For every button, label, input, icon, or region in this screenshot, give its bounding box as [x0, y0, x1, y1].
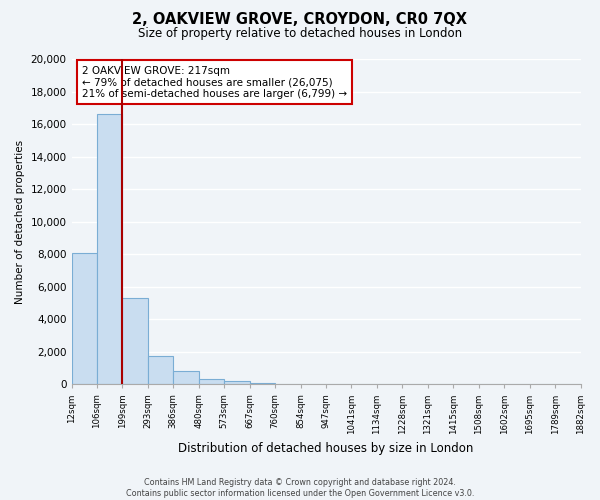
Bar	[224, 381, 250, 384]
Bar	[199, 380, 224, 384]
Bar	[122, 298, 148, 384]
Bar	[148, 356, 173, 384]
X-axis label: Distribution of detached houses by size in London: Distribution of detached houses by size …	[178, 442, 474, 455]
Bar	[173, 372, 199, 384]
Y-axis label: Number of detached properties: Number of detached properties	[15, 140, 25, 304]
Text: Contains HM Land Registry data © Crown copyright and database right 2024.
Contai: Contains HM Land Registry data © Crown c…	[126, 478, 474, 498]
Text: 2 OAKVIEW GROVE: 217sqm
← 79% of detached houses are smaller (26,075)
21% of sem: 2 OAKVIEW GROVE: 217sqm ← 79% of detache…	[82, 66, 347, 98]
Bar	[250, 382, 275, 384]
Text: 2, OAKVIEW GROVE, CROYDON, CR0 7QX: 2, OAKVIEW GROVE, CROYDON, CR0 7QX	[133, 12, 467, 28]
Text: Size of property relative to detached houses in London: Size of property relative to detached ho…	[138, 28, 462, 40]
Bar	[71, 252, 97, 384]
Bar	[97, 114, 122, 384]
